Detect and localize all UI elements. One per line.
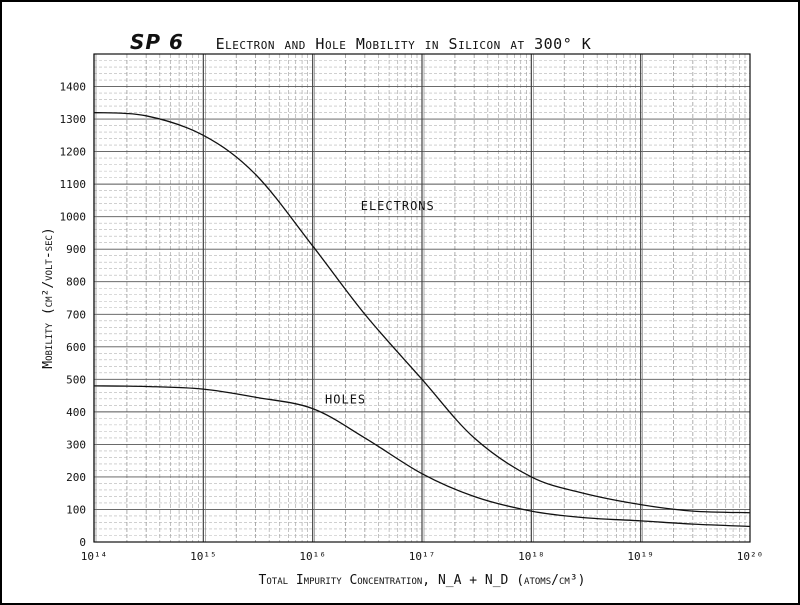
y-tick-label: 1200 bbox=[60, 146, 87, 159]
x-tick-label: 10¹⁷ bbox=[409, 550, 436, 563]
series-line-holes bbox=[93, 385, 751, 528]
x-tick-label: 10²⁰ bbox=[737, 550, 764, 563]
curve-label-holes: HOLES bbox=[325, 393, 366, 407]
series-line-electrons bbox=[93, 111, 751, 514]
y-tick-label: 100 bbox=[66, 503, 86, 516]
y-tick-label: 1000 bbox=[60, 211, 87, 224]
annotations-group: ELECTRONS HOLES bbox=[325, 199, 435, 407]
x-tick-label: 10¹⁵ bbox=[190, 550, 217, 563]
series-group bbox=[93, 111, 751, 528]
y-axis-ticks: 0 100 200 300 400 500 600 700 800 900 1000 1100 1200… bbox=[60, 81, 87, 549]
curve-label-electrons: ELECTRONS bbox=[361, 199, 435, 213]
y-tick-label: 300 bbox=[66, 438, 86, 451]
x-tick-label: 10¹⁴ bbox=[81, 550, 108, 563]
title-row: SP 6 Electron and Hole Mobility in Silic… bbox=[130, 30, 591, 54]
y-tick-label: 600 bbox=[66, 341, 86, 354]
y-tick-label: 900 bbox=[66, 243, 86, 256]
grid-major bbox=[93, 53, 750, 543]
y-tick-label: 800 bbox=[66, 276, 86, 289]
y-tick-label: 1400 bbox=[60, 81, 87, 94]
chart-title: Electron and Hole Mobility in Silicon at… bbox=[215, 35, 592, 53]
y-tick-label: 1300 bbox=[60, 113, 87, 126]
x-tick-label: 10¹⁹ bbox=[627, 550, 654, 563]
y-tick-label: 200 bbox=[66, 471, 86, 484]
y-tick-label: 1100 bbox=[60, 178, 87, 191]
x-tick-label: 10¹⁸ bbox=[518, 550, 545, 563]
y-axis-title: Mobility (cm²/volt-sec) bbox=[41, 227, 56, 368]
x-axis-ticks: 10¹⁴ 10¹⁵ 10¹⁶ 10¹⁷ 10¹⁸ 10¹⁹ 10²⁰ bbox=[81, 550, 764, 563]
x-axis-title: Total Impurity Concentration, N_A + N_D … bbox=[259, 573, 586, 588]
plot-frame bbox=[93, 53, 751, 543]
x-tick-label: 10¹⁶ bbox=[299, 550, 326, 563]
y-tick-label: 400 bbox=[66, 406, 86, 419]
y-tick-label: 700 bbox=[66, 308, 86, 321]
chart-id: SP 6 bbox=[130, 30, 184, 54]
y-tick-label: 500 bbox=[66, 373, 86, 386]
y-tick-label: 0 bbox=[79, 536, 86, 549]
